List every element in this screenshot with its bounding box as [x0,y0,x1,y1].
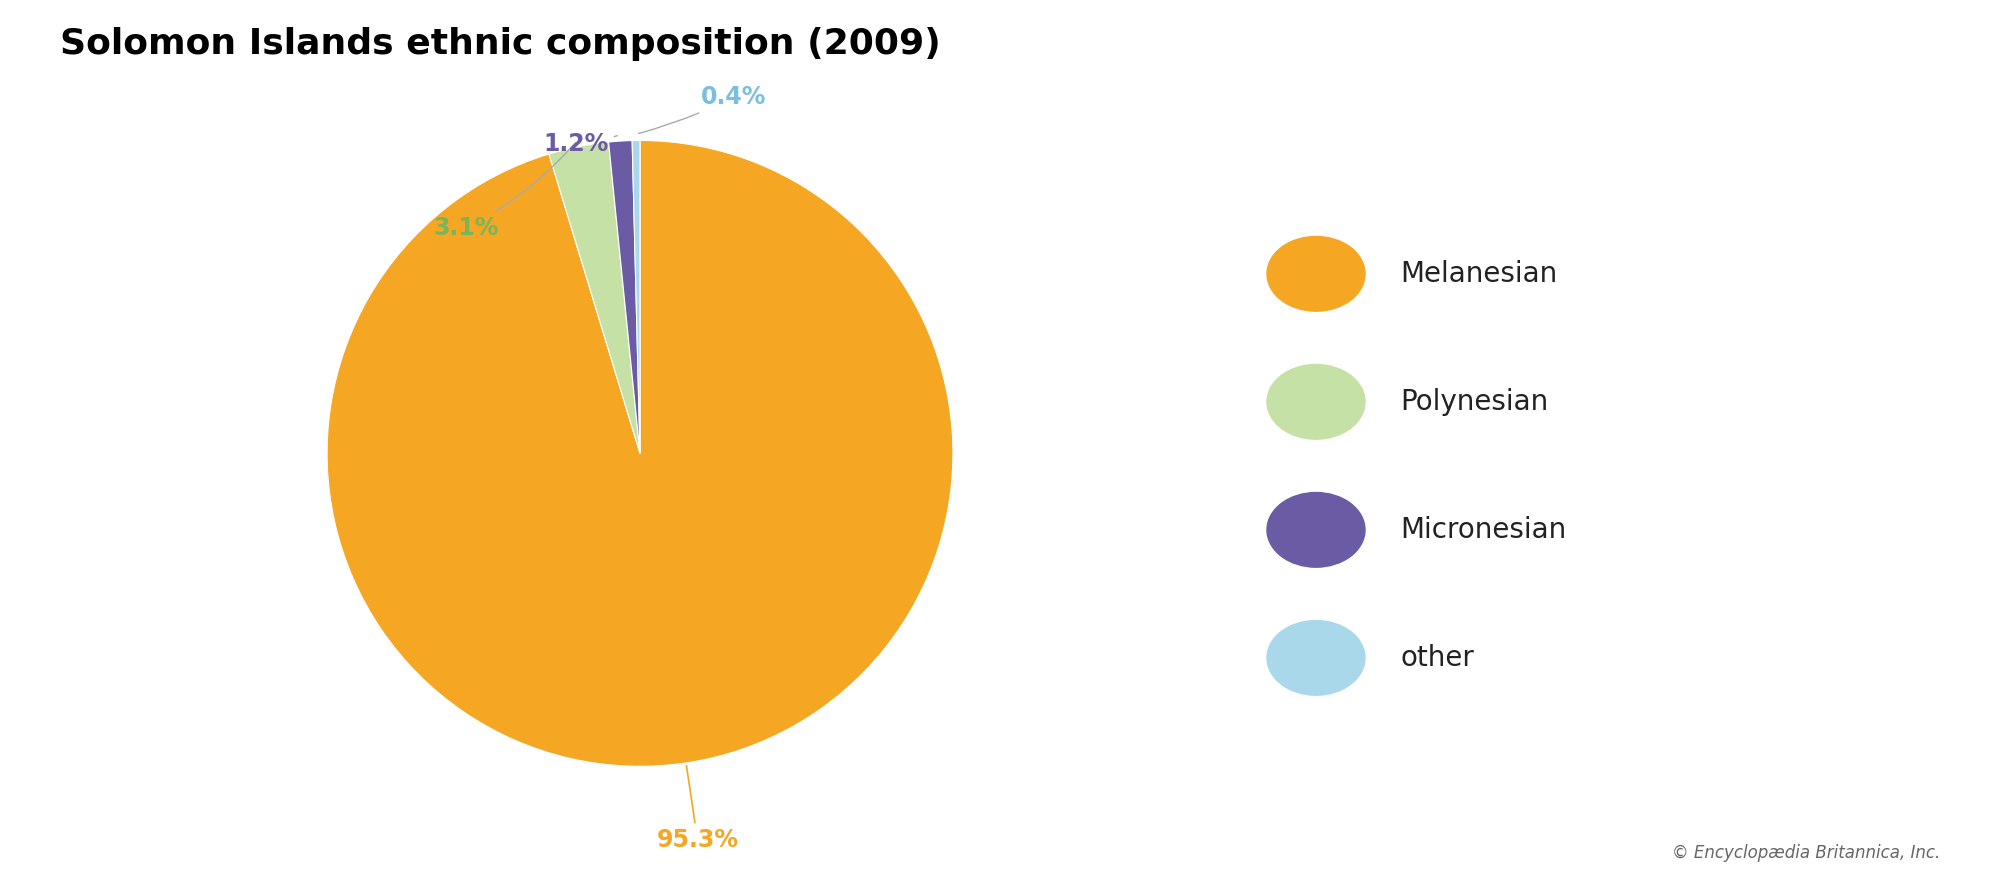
Wedge shape [608,140,640,453]
Circle shape [1268,364,1364,439]
Text: 3.1%: 3.1% [434,142,576,240]
Text: 0.4%: 0.4% [638,85,766,133]
Wedge shape [548,142,640,453]
Text: Polynesian: Polynesian [1400,388,1548,416]
Wedge shape [632,140,640,453]
Circle shape [1268,236,1364,311]
Circle shape [1268,621,1364,695]
Text: Solomon Islands ethnic composition (2009): Solomon Islands ethnic composition (2009… [60,27,940,60]
Circle shape [1268,493,1364,567]
Text: 95.3%: 95.3% [656,765,738,853]
Text: Melanesian: Melanesian [1400,260,1558,288]
Text: other: other [1400,644,1474,672]
Text: © Encyclopædia Britannica, Inc.: © Encyclopædia Britannica, Inc. [1672,845,1940,862]
Text: 1.2%: 1.2% [544,132,618,156]
Text: Micronesian: Micronesian [1400,516,1566,544]
Wedge shape [328,140,952,766]
